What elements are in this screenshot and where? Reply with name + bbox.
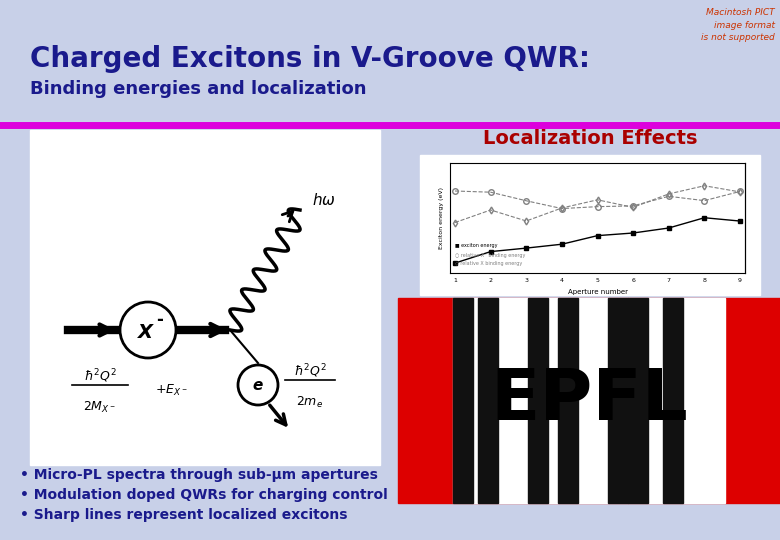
Text: EPFL: EPFL xyxy=(490,366,688,435)
Text: Aperture number: Aperture number xyxy=(568,289,627,295)
Text: X: X xyxy=(137,322,153,341)
Bar xyxy=(420,155,760,295)
Text: 3: 3 xyxy=(524,278,528,283)
Circle shape xyxy=(238,365,278,405)
Bar xyxy=(478,298,498,503)
Text: e: e xyxy=(253,379,263,394)
Text: 2: 2 xyxy=(488,278,493,283)
Text: $\hbar^2Q^2$: $\hbar^2Q^2$ xyxy=(293,362,327,380)
Bar xyxy=(30,130,380,465)
Bar xyxy=(608,298,628,503)
Text: 5: 5 xyxy=(596,278,600,283)
Text: • Modulation doped QWRs for charging control: • Modulation doped QWRs for charging con… xyxy=(20,488,388,502)
Text: Charged Excitons in V-Groove QWR:: Charged Excitons in V-Groove QWR: xyxy=(30,45,590,73)
Text: 4: 4 xyxy=(560,278,564,283)
Text: -: - xyxy=(157,311,164,329)
Bar xyxy=(528,298,548,503)
Text: $+ E_{X^-}$: $+ E_{X^-}$ xyxy=(155,382,188,397)
Text: • Sharp lines represent localized excitons: • Sharp lines represent localized excito… xyxy=(20,508,348,522)
Text: Binding energies and localization: Binding energies and localization xyxy=(30,80,367,98)
Text: 1: 1 xyxy=(453,278,457,283)
Text: 8: 8 xyxy=(703,278,707,283)
Bar xyxy=(663,298,683,503)
Text: • Micro-PL spectra through sub-μm apertures: • Micro-PL spectra through sub-μm apertu… xyxy=(20,468,378,482)
Text: $2M_{X^-}$: $2M_{X^-}$ xyxy=(83,400,116,415)
Text: Exciton energy (eV): Exciton energy (eV) xyxy=(439,187,445,249)
Text: 7: 7 xyxy=(667,278,671,283)
Text: 6: 6 xyxy=(631,278,635,283)
Text: ○ relative X⁻ binding energy: ○ relative X⁻ binding energy xyxy=(455,253,526,258)
Text: 9: 9 xyxy=(738,278,742,283)
Bar xyxy=(558,298,578,503)
Bar xyxy=(398,298,780,503)
Text: $h\omega$: $h\omega$ xyxy=(312,192,335,208)
Text: $2m_e$: $2m_e$ xyxy=(296,395,324,410)
Text: Localization Effects: Localization Effects xyxy=(483,129,697,148)
Bar xyxy=(453,298,725,503)
Text: ◇ relative X binding energy: ◇ relative X binding energy xyxy=(455,261,523,266)
Circle shape xyxy=(120,302,176,358)
Text: Macintosh PICT
image format
is not supported: Macintosh PICT image format is not suppo… xyxy=(701,8,775,42)
Bar xyxy=(453,298,473,503)
Text: ■ exciton energy: ■ exciton energy xyxy=(455,243,498,248)
Bar xyxy=(628,298,648,503)
Text: $\hbar^2Q^2$: $\hbar^2Q^2$ xyxy=(83,367,116,385)
